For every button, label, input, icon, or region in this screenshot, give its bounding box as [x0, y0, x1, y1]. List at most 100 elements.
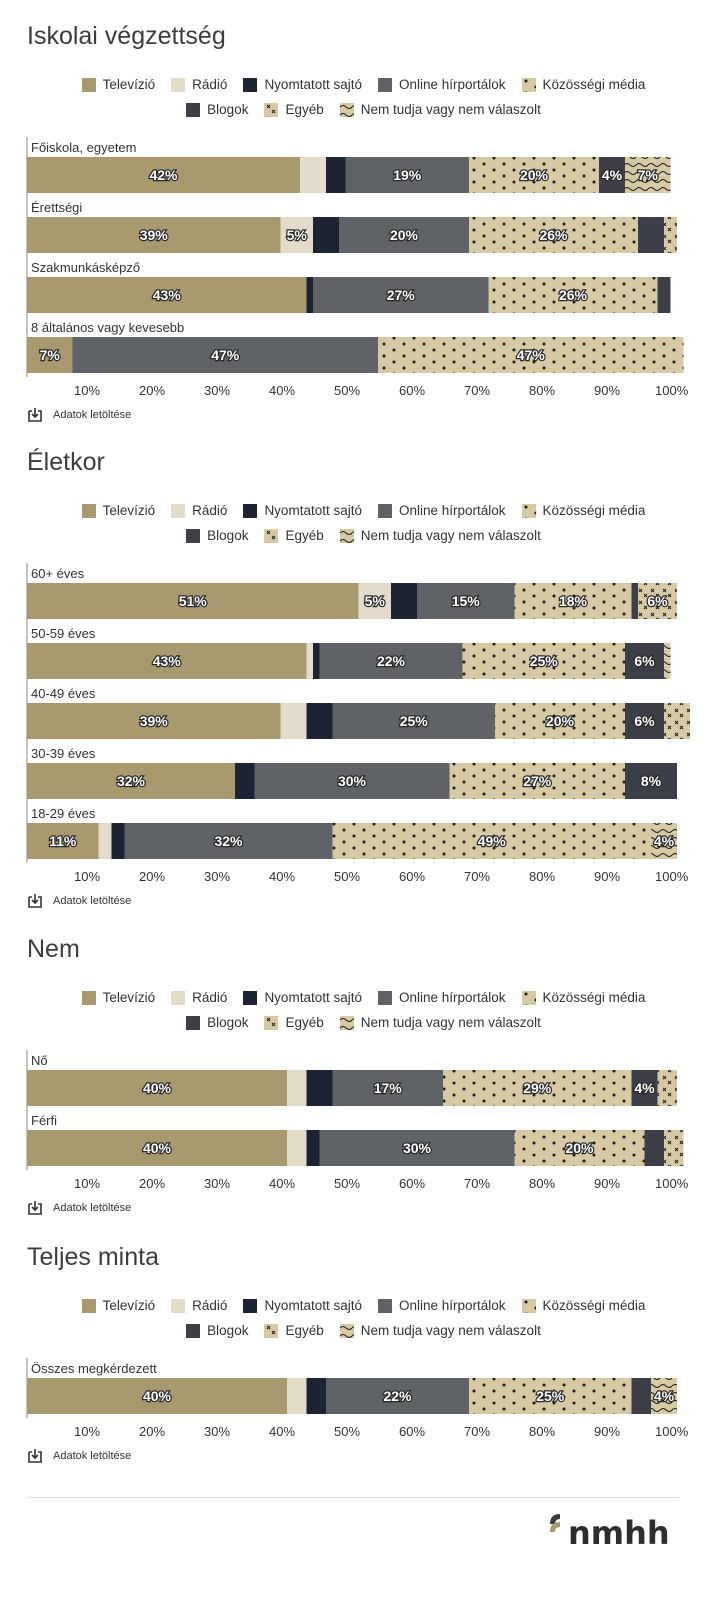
- bar-segment-kozossegi-media[interactable]: [469, 157, 599, 193]
- bar-segment-blogok[interactable]: [644, 1130, 665, 1166]
- bar-segment-online-hirportalok[interactable]: [72, 337, 379, 373]
- legend-item-nyomtatott-sajto[interactable]: Nyomtatott sajtó: [243, 990, 362, 1005]
- bar-segment-blogok[interactable]: [631, 1378, 652, 1414]
- legend-item-egyeb[interactable]: Egyéb: [264, 528, 324, 543]
- download-data-button[interactable]: Adatok letöltése: [27, 1448, 131, 1464]
- bar-segment-nyomtatott-sajto[interactable]: [306, 1378, 327, 1414]
- bar-segment-televizio[interactable]: [27, 157, 300, 193]
- bar-segment-nem-tudja-vagy-nem-valaszolt[interactable]: [651, 823, 677, 859]
- legend-item-nem-tudja-vagy-nem-valaszolt[interactable]: Nem tudja vagy nem válaszolt: [339, 528, 541, 543]
- bar-segment-televizio[interactable]: [27, 763, 235, 799]
- bar-segment-kozossegi-media[interactable]: [462, 643, 626, 679]
- bar-segment-online-hirportalok[interactable]: [313, 277, 489, 313]
- bar-segment-nyomtatott-sajto[interactable]: [306, 277, 314, 313]
- bar-segment-televizio[interactable]: [27, 1070, 287, 1106]
- bar-segment-kozossegi-media[interactable]: [469, 217, 638, 253]
- legend-item-nyomtatott-sajto[interactable]: Nyomtatott sajtó: [243, 77, 362, 92]
- legend-item-kozossegi-media[interactable]: Közösségi média: [521, 503, 645, 518]
- bar-segment-online-hirportalok[interactable]: [339, 217, 469, 253]
- bar-segment-nyomtatott-sajto[interactable]: [111, 823, 125, 859]
- bar-segment-online-hirportalok[interactable]: [332, 1070, 444, 1106]
- legend-item-nyomtatott-sajto[interactable]: Nyomtatott sajtó: [243, 503, 362, 518]
- legend-item-online-hirportalok[interactable]: Online hírportálok: [377, 1298, 506, 1313]
- bar-segment-kozossegi-media[interactable]: [495, 703, 625, 739]
- bar-segment-nyomtatott-sajto[interactable]: [326, 157, 346, 193]
- bar-segment-nem-tudja-vagy-nem-valaszolt[interactable]: [664, 643, 671, 679]
- bar-segment-nyomtatott-sajto[interactable]: [306, 1070, 333, 1106]
- legend-item-egyeb[interactable]: Egyéb: [264, 102, 324, 117]
- legend-item-televizio[interactable]: Televízió: [81, 990, 155, 1005]
- bar-segment-blogok[interactable]: [638, 217, 664, 253]
- bar-segment-egyeb[interactable]: [664, 1130, 684, 1166]
- legend-item-televizio[interactable]: Televízió: [81, 77, 155, 92]
- bar-segment-televizio[interactable]: [27, 583, 359, 619]
- bar-segment-televizio[interactable]: [27, 643, 307, 679]
- bar-segment-online-hirportalok[interactable]: [124, 823, 333, 859]
- legend-item-online-hirportalok[interactable]: Online hírportálok: [377, 77, 506, 92]
- bar-segment-kozossegi-media[interactable]: [332, 823, 652, 859]
- legend-item-radio[interactable]: Rádió: [171, 77, 227, 92]
- legend-item-radio[interactable]: Rádió: [171, 990, 227, 1005]
- bar-segment-televizio[interactable]: [27, 703, 281, 739]
- bar-segment-televizio[interactable]: [27, 823, 99, 859]
- legend-item-blogok[interactable]: Blogok: [186, 1015, 248, 1030]
- bar-segment-televizio[interactable]: [27, 1378, 287, 1414]
- bar-segment-egyeb[interactable]: [657, 1070, 678, 1106]
- legend-item-nem-tudja-vagy-nem-valaszolt[interactable]: Nem tudja vagy nem válaszolt: [339, 102, 541, 117]
- bar-segment-radio[interactable]: [287, 1070, 307, 1106]
- bar-segment-nyomtatott-sajto[interactable]: [235, 763, 255, 799]
- bar-segment-egyeb[interactable]: [638, 583, 677, 619]
- bar-segment-televizio[interactable]: [27, 1130, 287, 1166]
- bar-segment-nem-tudja-vagy-nem-valaszolt[interactable]: [651, 1378, 677, 1414]
- bar-segment-nyomtatott-sajto[interactable]: [313, 643, 320, 679]
- bar-segment-blogok[interactable]: [631, 1070, 658, 1106]
- bar-segment-radio[interactable]: [98, 823, 112, 859]
- download-data-button[interactable]: Adatok letöltése: [27, 407, 131, 423]
- legend-item-nem-tudja-vagy-nem-valaszolt[interactable]: Nem tudja vagy nem válaszolt: [339, 1323, 541, 1338]
- bar-segment-online-hirportalok[interactable]: [326, 1378, 469, 1414]
- bar-segment-kozossegi-media[interactable]: [449, 763, 626, 799]
- legend-item-televizio[interactable]: Televízió: [81, 503, 155, 518]
- download-data-button[interactable]: Adatok letöltése: [27, 1200, 131, 1216]
- bar-segment-kozossegi-media[interactable]: [469, 1378, 632, 1414]
- bar-segment-blogok[interactable]: [625, 703, 664, 739]
- bar-segment-nyomtatott-sajto[interactable]: [391, 583, 417, 619]
- bar-segment-nyomtatott-sajto[interactable]: [306, 1130, 320, 1166]
- bar-segment-radio[interactable]: [287, 1130, 307, 1166]
- download-data-button[interactable]: Adatok letöltése: [27, 893, 131, 909]
- bar-segment-radio[interactable]: [358, 583, 392, 619]
- legend-item-kozossegi-media[interactable]: Közösségi média: [521, 1298, 645, 1313]
- bar-segment-blogok[interactable]: [631, 583, 639, 619]
- bar-segment-blogok[interactable]: [625, 763, 677, 799]
- legend-item-radio[interactable]: Rádió: [171, 503, 227, 518]
- legend-item-blogok[interactable]: Blogok: [186, 528, 248, 543]
- bar-segment-kozossegi-media[interactable]: [488, 277, 658, 313]
- legend-item-online-hirportalok[interactable]: Online hírportálok: [377, 503, 506, 518]
- legend-item-nyomtatott-sajto[interactable]: Nyomtatott sajtó: [243, 1298, 362, 1313]
- bar-segment-radio[interactable]: [300, 157, 326, 193]
- bar-segment-online-hirportalok[interactable]: [332, 703, 496, 739]
- bar-segment-egyeb[interactable]: [664, 703, 690, 739]
- bar-segment-televizio[interactable]: [27, 217, 281, 253]
- bar-segment-online-hirportalok[interactable]: [417, 583, 515, 619]
- legend-item-egyeb[interactable]: Egyéb: [264, 1015, 324, 1030]
- legend-item-radio[interactable]: Rádió: [171, 1298, 227, 1313]
- bar-segment-kozossegi-media[interactable]: [514, 1130, 645, 1166]
- legend-item-online-hirportalok[interactable]: Online hírportálok: [377, 990, 506, 1005]
- legend-item-kozossegi-media[interactable]: Közösségi média: [521, 990, 645, 1005]
- legend-item-televizio[interactable]: Televízió: [81, 1298, 155, 1313]
- bar-segment-radio[interactable]: [280, 217, 314, 253]
- legend-item-blogok[interactable]: Blogok: [186, 102, 248, 117]
- bar-segment-nyomtatott-sajto[interactable]: [306, 703, 333, 739]
- bar-segment-kozossegi-media[interactable]: [514, 583, 632, 619]
- bar-segment-egyeb[interactable]: [664, 217, 677, 253]
- bar-segment-blogok[interactable]: [657, 277, 671, 313]
- bar-segment-online-hirportalok[interactable]: [319, 1130, 515, 1166]
- bar-segment-online-hirportalok[interactable]: [319, 643, 463, 679]
- bar-segment-radio[interactable]: [306, 643, 314, 679]
- bar-segment-blogok[interactable]: [625, 643, 664, 679]
- bar-segment-televizio[interactable]: [27, 277, 307, 313]
- bar-segment-blogok[interactable]: [599, 157, 625, 193]
- legend-item-blogok[interactable]: Blogok: [186, 1323, 248, 1338]
- legend-item-kozossegi-media[interactable]: Közösségi média: [521, 77, 645, 92]
